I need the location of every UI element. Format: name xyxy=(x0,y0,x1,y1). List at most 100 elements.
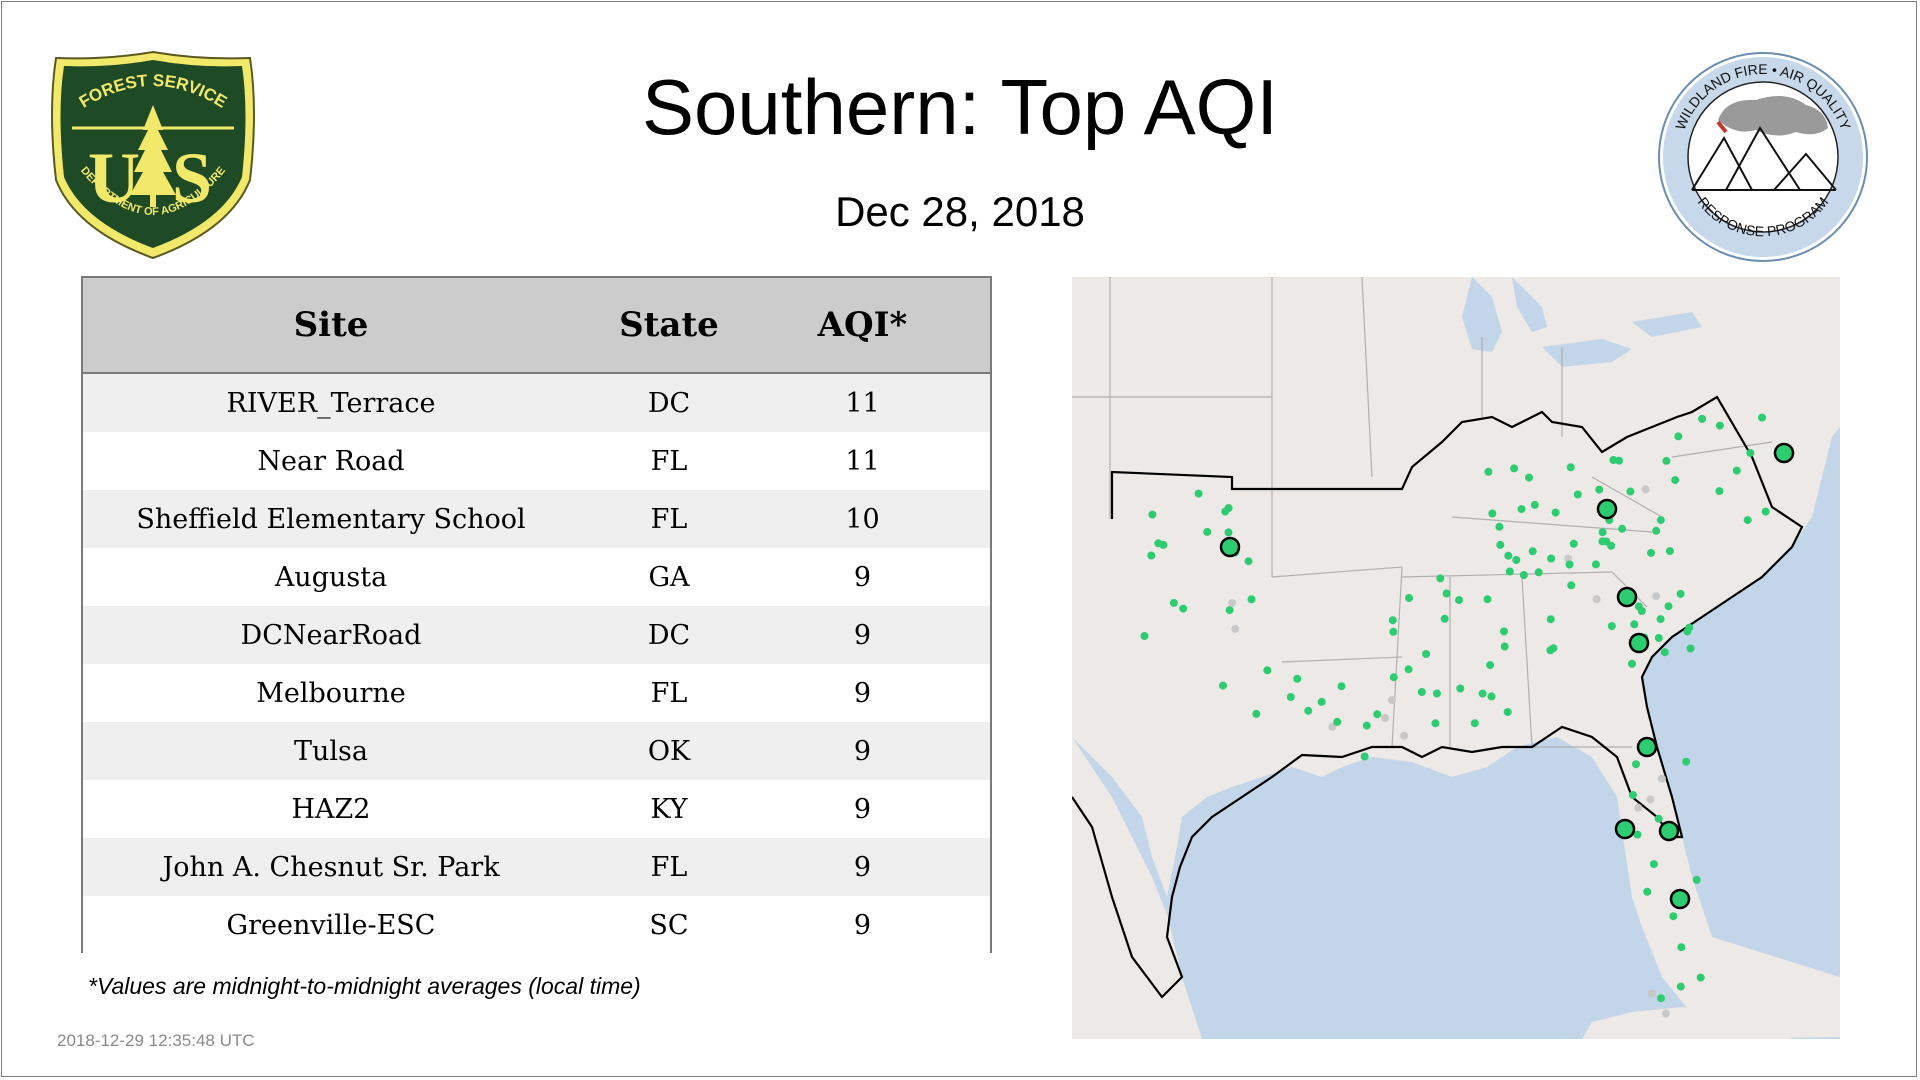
monitor-site-marker[interactable] xyxy=(1609,456,1618,464)
monitor-site-marker[interactable] xyxy=(1495,522,1504,531)
top-aqi-site-marker[interactable] xyxy=(1658,820,1680,842)
monitor-site-marker[interactable] xyxy=(1528,547,1537,556)
monitor-site-marker[interactable] xyxy=(1686,644,1695,653)
monitor-site-marker[interactable] xyxy=(1618,524,1627,533)
monitor-site-marker[interactable] xyxy=(1373,710,1382,719)
monitor-site-marker[interactable] xyxy=(1228,599,1237,607)
monitor-site-marker[interactable] xyxy=(1598,528,1607,537)
monitor-site-marker[interactable] xyxy=(1293,674,1302,683)
monitor-site-marker[interactable] xyxy=(1505,567,1514,576)
monitor-site-marker[interactable] xyxy=(1602,537,1611,546)
monitor-site-marker[interactable] xyxy=(1225,606,1234,615)
monitor-site-marker[interactable] xyxy=(1732,466,1741,475)
monitor-site-marker[interactable] xyxy=(1417,688,1426,696)
monitor-site-marker[interactable] xyxy=(1169,598,1178,607)
monitor-site-marker[interactable] xyxy=(1478,689,1487,698)
top-aqi-site-marker[interactable] xyxy=(1636,736,1658,758)
monitor-site-marker[interactable] xyxy=(1743,516,1752,525)
monitor-site-marker[interactable] xyxy=(1333,717,1342,726)
monitor-site-marker[interactable] xyxy=(1203,527,1212,536)
monitor-site-marker[interactable] xyxy=(1442,589,1451,598)
monitor-site-marker[interactable] xyxy=(1431,719,1440,728)
monitor-site-marker[interactable] xyxy=(1219,681,1227,690)
monitor-site-marker[interactable] xyxy=(1628,659,1636,668)
monitor-site-marker[interactable] xyxy=(1360,752,1369,761)
monitor-site-marker[interactable] xyxy=(1634,803,1643,812)
monitor-site-marker[interactable] xyxy=(1381,714,1390,722)
monitor-site-marker[interactable] xyxy=(1194,489,1203,498)
monitor-site-marker[interactable] xyxy=(1484,467,1493,476)
monitor-site-marker[interactable] xyxy=(1148,510,1157,519)
monitor-site-marker[interactable] xyxy=(1682,757,1691,766)
monitor-site-marker[interactable] xyxy=(1656,516,1665,525)
monitor-site-marker[interactable] xyxy=(1595,485,1604,494)
monitor-site-marker[interactable] xyxy=(1671,476,1680,485)
southern-region-monitor-map[interactable] xyxy=(1072,277,1840,1039)
monitor-site-marker[interactable] xyxy=(1657,774,1666,783)
monitor-site-marker[interactable] xyxy=(1592,595,1601,604)
monitor-site-marker[interactable] xyxy=(1677,943,1686,952)
monitor-site-marker[interactable] xyxy=(1652,592,1661,601)
monitor-site-marker[interactable] xyxy=(1456,684,1465,693)
monitor-site-marker[interactable] xyxy=(1224,504,1233,513)
monitor-site-marker[interactable] xyxy=(1692,875,1701,884)
monitor-site-marker[interactable] xyxy=(1436,574,1445,583)
monitor-site-marker[interactable] xyxy=(1487,692,1496,701)
monitor-site-marker[interactable] xyxy=(1715,421,1724,430)
monitor-site-marker[interactable] xyxy=(1647,989,1656,998)
monitor-site-marker[interactable] xyxy=(1510,464,1519,473)
top-aqi-site-marker[interactable] xyxy=(1773,442,1795,464)
monitor-site-marker[interactable] xyxy=(1646,795,1655,804)
monitor-site-marker[interactable] xyxy=(1641,485,1650,494)
monitor-site-marker[interactable] xyxy=(1634,602,1643,611)
monitor-site-marker[interactable] xyxy=(1758,413,1766,422)
monitor-site-marker[interactable] xyxy=(1455,596,1463,605)
monitor-site-marker[interactable] xyxy=(1179,604,1188,613)
monitor-site-marker[interactable] xyxy=(1159,540,1168,549)
monitor-site-marker[interactable] xyxy=(1286,693,1295,701)
monitor-site-marker[interactable] xyxy=(1652,526,1661,535)
monitor-site-marker[interactable] xyxy=(1422,650,1431,658)
monitor-site-marker[interactable] xyxy=(1547,554,1556,563)
monitor-site-marker[interactable] xyxy=(1224,528,1233,537)
monitor-site-marker[interactable] xyxy=(1661,1009,1670,1018)
monitor-site-marker[interactable] xyxy=(1503,708,1512,716)
monitor-site-marker[interactable] xyxy=(1231,624,1240,633)
monitor-site-marker[interactable] xyxy=(1304,706,1313,715)
monitor-site-marker[interactable] xyxy=(1534,568,1543,577)
monitor-site-marker[interactable] xyxy=(1573,490,1582,499)
monitor-site-marker[interactable] xyxy=(1761,507,1770,516)
top-aqi-site-marker[interactable] xyxy=(1614,818,1636,840)
monitor-site-marker[interactable] xyxy=(1664,602,1673,611)
monitor-site-marker[interactable] xyxy=(1698,414,1707,423)
monitor-site-marker[interactable] xyxy=(1715,487,1724,496)
monitor-site-marker[interactable] xyxy=(1591,560,1600,569)
monitor-site-marker[interactable] xyxy=(1566,463,1575,472)
monitor-site-marker[interactable] xyxy=(1263,666,1272,675)
monitor-site-marker[interactable] xyxy=(1496,540,1505,549)
monitor-site-marker[interactable] xyxy=(1389,627,1398,636)
monitor-site-marker[interactable] xyxy=(1317,697,1326,706)
monitor-site-marker[interactable] xyxy=(1470,719,1479,728)
monitor-site-marker[interactable] xyxy=(1388,616,1397,625)
monitor-site-marker[interactable] xyxy=(1746,448,1755,457)
monitor-site-marker[interactable] xyxy=(1649,860,1658,869)
monitor-site-marker[interactable] xyxy=(1440,614,1449,623)
monitor-site-marker[interactable] xyxy=(1565,560,1574,569)
monitor-site-marker[interactable] xyxy=(1328,722,1337,731)
monitor-site-marker[interactable] xyxy=(1362,721,1371,730)
monitor-site-marker[interactable] xyxy=(1551,508,1560,517)
monitor-site-marker[interactable] xyxy=(1662,456,1671,465)
monitor-site-marker[interactable] xyxy=(1517,505,1526,514)
monitor-site-marker[interactable] xyxy=(1628,791,1637,799)
monitor-site-marker[interactable] xyxy=(1607,622,1616,631)
top-aqi-site-marker[interactable] xyxy=(1616,586,1638,608)
monitor-site-marker[interactable] xyxy=(1630,620,1639,629)
monitor-site-marker[interactable] xyxy=(1654,634,1663,642)
monitor-site-marker[interactable] xyxy=(1632,760,1640,769)
monitor-site-marker[interactable] xyxy=(1633,830,1642,839)
monitor-site-marker[interactable] xyxy=(1657,994,1665,1003)
monitor-site-marker[interactable] xyxy=(1488,509,1497,518)
monitor-site-marker[interactable] xyxy=(1244,557,1253,566)
monitor-site-marker[interactable] xyxy=(1387,696,1396,705)
